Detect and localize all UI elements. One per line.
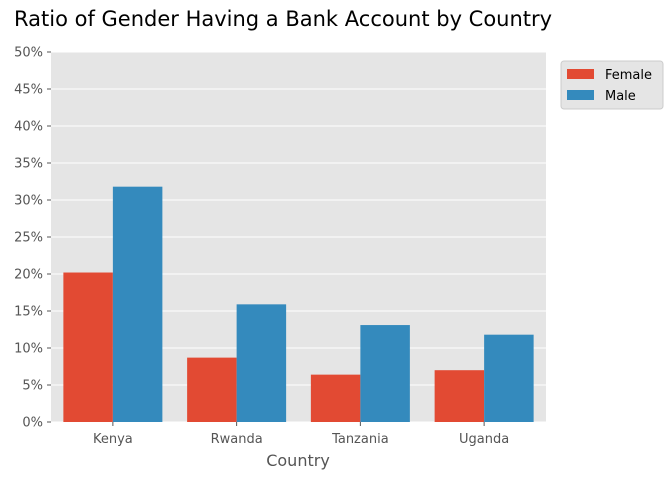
y-tick-label: 20% xyxy=(14,268,43,283)
bar-male-rwanda xyxy=(236,304,287,422)
legend-swatch-female xyxy=(567,69,594,79)
y-tick-label: 5% xyxy=(22,379,43,394)
bar-female-tanzania xyxy=(310,374,361,422)
x-tick-label: Uganda xyxy=(459,432,509,447)
x-tick-label: Rwanda xyxy=(211,432,263,447)
y-tick-label: 40% xyxy=(14,120,43,135)
y-tick-label: 15% xyxy=(14,305,43,320)
bar-male-tanzania xyxy=(360,325,410,422)
legend-swatch-male xyxy=(567,90,594,100)
y-tick-label: 35% xyxy=(14,157,43,172)
bar-male-kenya xyxy=(112,186,163,422)
y-tick-label: 45% xyxy=(14,83,43,98)
y-tick-label: 50% xyxy=(14,46,43,61)
y-tick-label: 0% xyxy=(22,416,43,431)
y-tick-label: 30% xyxy=(14,194,43,209)
y-tick-label: 10% xyxy=(14,342,43,357)
bar-female-rwanda xyxy=(187,357,237,422)
x-tick-label: Kenya xyxy=(93,432,133,447)
x-tick-label: Tanzania xyxy=(331,432,389,447)
bar-female-uganda xyxy=(434,370,485,422)
x-axis-label: Country xyxy=(266,451,330,470)
x-axis-ticks: Kenya Rwanda Tanzania Uganda xyxy=(93,422,509,447)
legend: Female Male xyxy=(560,60,664,110)
bar-male-uganda xyxy=(484,334,534,422)
legend-label-male: Male xyxy=(605,89,636,104)
legend-label-female: Female xyxy=(605,68,652,83)
y-tick-label: 25% xyxy=(14,231,43,246)
bar-female-kenya xyxy=(63,272,113,422)
chart-title: Ratio of Gender Having a Bank Account by… xyxy=(14,7,552,31)
y-axis-ticks: 0% 5% 10% 15% 20% 25% 30% 35% 40% 45% 50% xyxy=(14,46,51,431)
bars xyxy=(63,186,534,422)
